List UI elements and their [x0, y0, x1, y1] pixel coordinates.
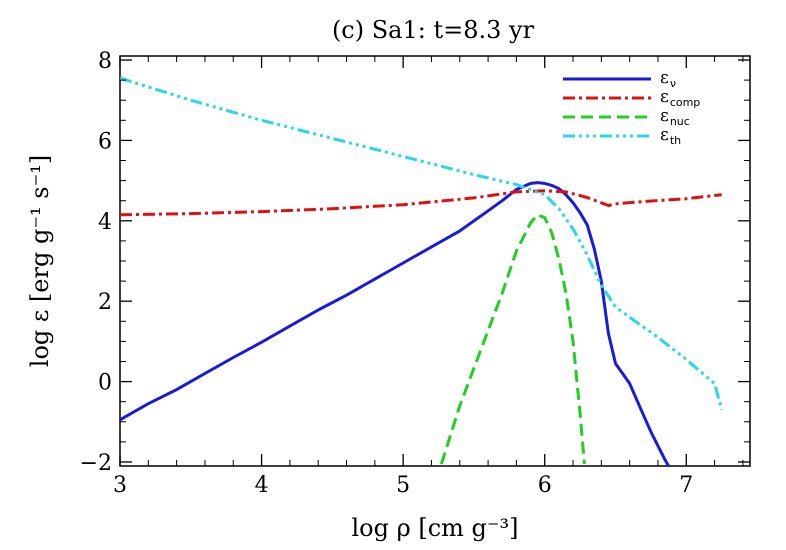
y-tick-label: 2 — [98, 290, 112, 315]
x-tick-label: 3 — [113, 473, 127, 498]
x-axis-label: log ρ [cm g⁻³] — [351, 514, 518, 542]
legend-label: εth — [660, 125, 681, 147]
x-tick-label: 5 — [396, 473, 410, 498]
ticks-layer: 3 4 5 6 7 −2 0 2 4 6 8 — [80, 49, 750, 498]
x-tick-label: 6 — [538, 473, 552, 498]
x-tick-label: 4 — [255, 473, 269, 498]
series-line-0 — [120, 181, 671, 466]
series-layer — [120, 76, 724, 466]
y-tick-label: −2 — [80, 451, 112, 476]
y-tick-label: 4 — [98, 210, 112, 235]
y-tick-label: 6 — [98, 129, 112, 154]
legend-subscript: nuc — [670, 115, 690, 128]
plot-frame — [119, 55, 751, 467]
y-tick-label: 8 — [98, 49, 112, 74]
legend-subscript: comp — [670, 96, 700, 109]
y-axis-label: log ε [erg g⁻¹ s⁻¹] — [26, 155, 54, 367]
x-tick-label: 7 — [679, 473, 693, 498]
y-tick-label: 0 — [98, 371, 112, 396]
series-line-1 — [120, 189, 722, 217]
series-line-2 — [439, 213, 586, 465]
legend-subscript: ν — [670, 77, 676, 90]
series-line-3 — [120, 76, 724, 411]
chart-title: (c) Sa1: t=8.3 yr — [332, 16, 535, 44]
legend-subscript: th — [670, 134, 681, 147]
